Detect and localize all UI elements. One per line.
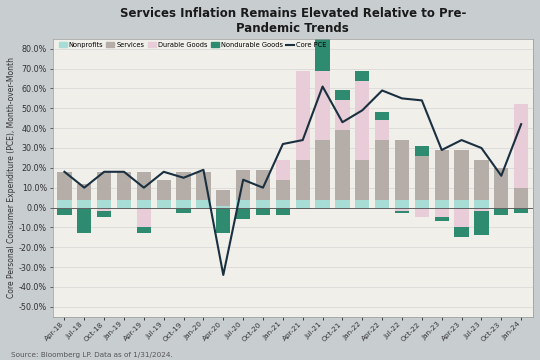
Bar [435,150,449,199]
Bar [97,211,111,217]
Bar [216,210,231,233]
Bar [57,172,72,199]
Bar [415,199,429,207]
Bar [157,199,171,207]
Bar [315,140,330,199]
Bar [77,199,91,207]
Bar [395,211,409,213]
Bar [196,207,211,210]
Bar [514,104,528,188]
Bar [117,207,131,210]
Bar [455,207,469,228]
Bar [455,199,469,207]
Bar [395,199,409,207]
Bar [315,27,330,71]
Bar [315,199,330,207]
Bar [455,150,469,199]
Bar [256,207,270,215]
Bar [415,146,429,156]
Bar [196,172,211,199]
Bar [137,199,151,207]
Bar [355,81,369,160]
Bar [474,199,489,207]
Bar [137,228,151,233]
Bar [117,199,131,207]
Legend: Nonprofits, Services, Durable Goods, Nondurable Goods, Core PCE: Nonprofits, Services, Durable Goods, Non… [56,40,329,51]
Bar [216,207,231,210]
Bar [295,199,310,207]
Bar [236,207,251,219]
Bar [295,71,310,160]
Bar [355,160,369,199]
Bar [157,180,171,199]
Bar [474,160,489,199]
Bar [77,207,91,210]
Bar [295,160,310,199]
Bar [395,140,409,199]
Bar [77,184,91,199]
Bar [335,199,349,207]
Bar [435,207,449,217]
Bar [494,207,509,215]
Bar [474,211,489,235]
Bar [435,199,449,207]
Bar [514,188,528,207]
Bar [97,207,111,211]
Bar [57,210,72,215]
Bar [335,100,349,130]
Bar [514,207,528,213]
Bar [177,207,191,210]
Text: Source: Bloomberg LP. Data as of 1/31/2024.: Source: Bloomberg LP. Data as of 1/31/20… [11,352,173,358]
Y-axis label: Core Personal Consumer Expenditure (PCE), Month-over-Month: Core Personal Consumer Expenditure (PCE)… [7,57,16,298]
Bar [216,206,231,207]
Bar [57,207,72,210]
Bar [375,120,389,140]
Bar [435,217,449,221]
Bar [276,199,290,207]
Bar [415,156,429,199]
Bar [236,199,251,207]
Bar [295,207,310,210]
Bar [157,207,171,210]
Bar [375,140,389,199]
Bar [177,172,191,199]
Title: Services Inflation Remains Elevated Relative to Pre-
Pandemic Trends: Services Inflation Remains Elevated Rela… [119,7,466,35]
Bar [395,207,409,211]
Bar [474,207,489,211]
Bar [137,207,151,228]
Bar [117,172,131,199]
Bar [57,199,72,207]
Bar [375,112,389,120]
Bar [355,199,369,207]
Bar [315,71,330,140]
Bar [276,207,290,215]
Bar [335,90,349,100]
Bar [375,199,389,207]
Bar [196,199,211,207]
Bar [355,71,369,81]
Bar [415,207,429,217]
Bar [97,199,111,207]
Bar [256,170,270,199]
Bar [276,180,290,199]
Bar [97,172,111,199]
Bar [494,168,509,207]
Bar [335,130,349,199]
Bar [137,172,151,199]
Bar [177,199,191,207]
Bar [77,210,91,233]
Bar [216,190,231,206]
Bar [177,210,191,213]
Bar [455,228,469,237]
Bar [256,199,270,207]
Bar [236,170,251,199]
Bar [276,160,290,180]
